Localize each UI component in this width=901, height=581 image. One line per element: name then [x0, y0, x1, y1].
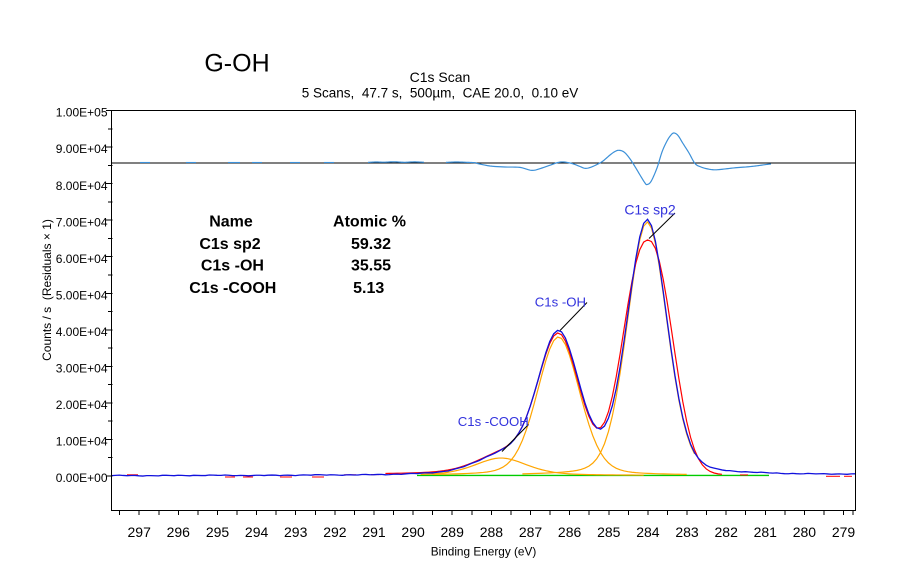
- svg-text:281: 281: [754, 524, 778, 540]
- svg-text:287: 287: [519, 524, 543, 540]
- svg-text:2.00E+04: 2.00E+04: [56, 398, 108, 412]
- svg-text:8.00E+04: 8.00E+04: [56, 179, 108, 193]
- svg-text:9.00E+04: 9.00E+04: [56, 142, 108, 156]
- svg-text:7.00E+04: 7.00E+04: [56, 215, 108, 229]
- svg-text:279: 279: [832, 524, 856, 540]
- svg-text:59.32: 59.32: [351, 236, 391, 253]
- svg-text:C1s -COOH: C1s -COOH: [458, 414, 529, 429]
- svg-text:285: 285: [597, 524, 621, 540]
- svg-text:Counts / s (Residuals × 1): Counts / s (Residuals × 1): [40, 219, 54, 361]
- svg-text:286: 286: [558, 524, 582, 540]
- svg-text:1.00E+05: 1.00E+05: [56, 106, 108, 120]
- svg-text:C1s sp2: C1s sp2: [199, 236, 260, 253]
- svg-text:C1s -COOH: C1s -COOH: [189, 280, 276, 297]
- svg-text:297: 297: [128, 524, 152, 540]
- svg-text:Atomic %: Atomic %: [333, 214, 406, 231]
- svg-text:294: 294: [245, 524, 269, 540]
- svg-text:35.55: 35.55: [351, 258, 391, 275]
- svg-text:C1s sp2: C1s sp2: [624, 202, 676, 218]
- svg-text:290: 290: [401, 524, 425, 540]
- svg-text:Binding Energy (eV): Binding Energy (eV): [431, 545, 537, 559]
- svg-text:6.00E+04: 6.00E+04: [56, 252, 108, 266]
- svg-text:289: 289: [441, 524, 465, 540]
- svg-text:C1s Scan: C1s Scan: [410, 69, 471, 85]
- svg-text:288: 288: [480, 524, 504, 540]
- svg-text:284: 284: [636, 524, 660, 540]
- svg-text:1.00E+04: 1.00E+04: [56, 435, 108, 449]
- svg-text:4.00E+04: 4.00E+04: [56, 325, 108, 339]
- svg-text:283: 283: [675, 524, 699, 540]
- svg-text:280: 280: [793, 524, 817, 540]
- svg-text:5.13: 5.13: [353, 280, 384, 297]
- svg-text:292: 292: [323, 524, 347, 540]
- svg-text:282: 282: [715, 524, 739, 540]
- svg-text:C1s -OH: C1s -OH: [201, 258, 264, 275]
- svg-text:C1s -OH: C1s -OH: [535, 295, 586, 310]
- svg-text:295: 295: [206, 524, 230, 540]
- svg-text:3.00E+04: 3.00E+04: [56, 362, 108, 376]
- svg-text:293: 293: [284, 524, 308, 540]
- svg-text:G-OH: G-OH: [204, 50, 269, 78]
- svg-text:5.00E+04: 5.00E+04: [56, 288, 108, 302]
- svg-text:0.00E+00: 0.00E+00: [56, 471, 108, 485]
- svg-text:296: 296: [167, 524, 191, 540]
- svg-text:5 Scans, 47.7 s, 500µm, CAE: 5 Scans, 47.7 s, 500µm, CAE 20.0, 0.10 e…: [302, 86, 578, 101]
- svg-text:Name: Name: [209, 214, 253, 231]
- svg-text:291: 291: [362, 524, 386, 540]
